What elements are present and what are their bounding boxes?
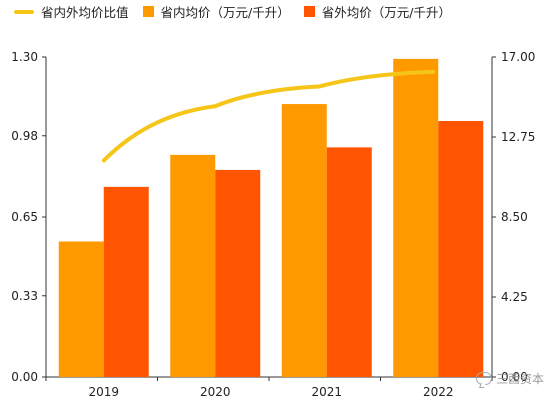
y-right-tick-label: 12.75 xyxy=(501,130,535,144)
line-ratio-point-2022 xyxy=(431,69,435,74)
y-left-tick-label: 0.00 xyxy=(11,370,38,384)
legend-item-ratio: 省内外均价比值 xyxy=(14,2,129,21)
line-ratio-point-2021 xyxy=(317,84,321,89)
x-tick-label: 2020 xyxy=(200,385,231,399)
bar-outside-2019 xyxy=(103,186,149,377)
legend-swatch-outside xyxy=(303,6,315,17)
watermark: 三酉资本 xyxy=(475,370,544,387)
y-left-tick-label: 0.65 xyxy=(11,210,38,224)
bar-domestic-2021 xyxy=(281,104,327,377)
y-left-tick-label: 1.30 xyxy=(11,50,38,64)
line-ratio-point-2019 xyxy=(102,158,106,163)
legend-swatch-domestic xyxy=(142,6,154,17)
legend-label-ratio: 省内外均价比值 xyxy=(41,5,129,20)
bar-outside-2020 xyxy=(215,169,261,377)
legend-item-outside: 省外均价（万元/千升） xyxy=(303,2,451,21)
y-right-tick-label: 4.25 xyxy=(501,290,528,304)
legend-label-domestic: 省内均价（万元/千升） xyxy=(160,5,290,20)
y-left-tick-label: 0.98 xyxy=(11,129,38,143)
line-ratio xyxy=(102,69,435,163)
bar-outside-2021 xyxy=(326,147,372,377)
legend-label-outside: 省外均价（万元/千升） xyxy=(321,5,451,20)
y-left-tick-label: 0.33 xyxy=(11,289,38,303)
x-tick-label: 2019 xyxy=(88,385,119,399)
bar-domestic-2020 xyxy=(170,154,216,377)
y-right-tick-label: 8.50 xyxy=(501,210,528,224)
x-tick-label: 2021 xyxy=(311,385,342,399)
chat-bubble-icon xyxy=(475,372,492,385)
y-right-tick-label: 0.00 xyxy=(501,370,528,384)
line-ratio-point-2020 xyxy=(213,104,217,109)
legend-swatch-ratio xyxy=(14,9,34,14)
y-right-tick-label: 17.00 xyxy=(501,50,535,64)
legend: 省内外均价比值 省内均价（万元/千升） 省外均价（万元/千升） xyxy=(14,2,465,21)
bar-outside-2022 xyxy=(438,121,484,377)
watermark-text: 三酉资本 xyxy=(495,372,544,386)
x-tick-label: 2022 xyxy=(423,385,454,399)
bar-domestic-2019 xyxy=(58,241,104,377)
bar-domestic-2022 xyxy=(393,58,439,377)
legend-item-domestic: 省内均价（万元/千升） xyxy=(142,2,290,21)
